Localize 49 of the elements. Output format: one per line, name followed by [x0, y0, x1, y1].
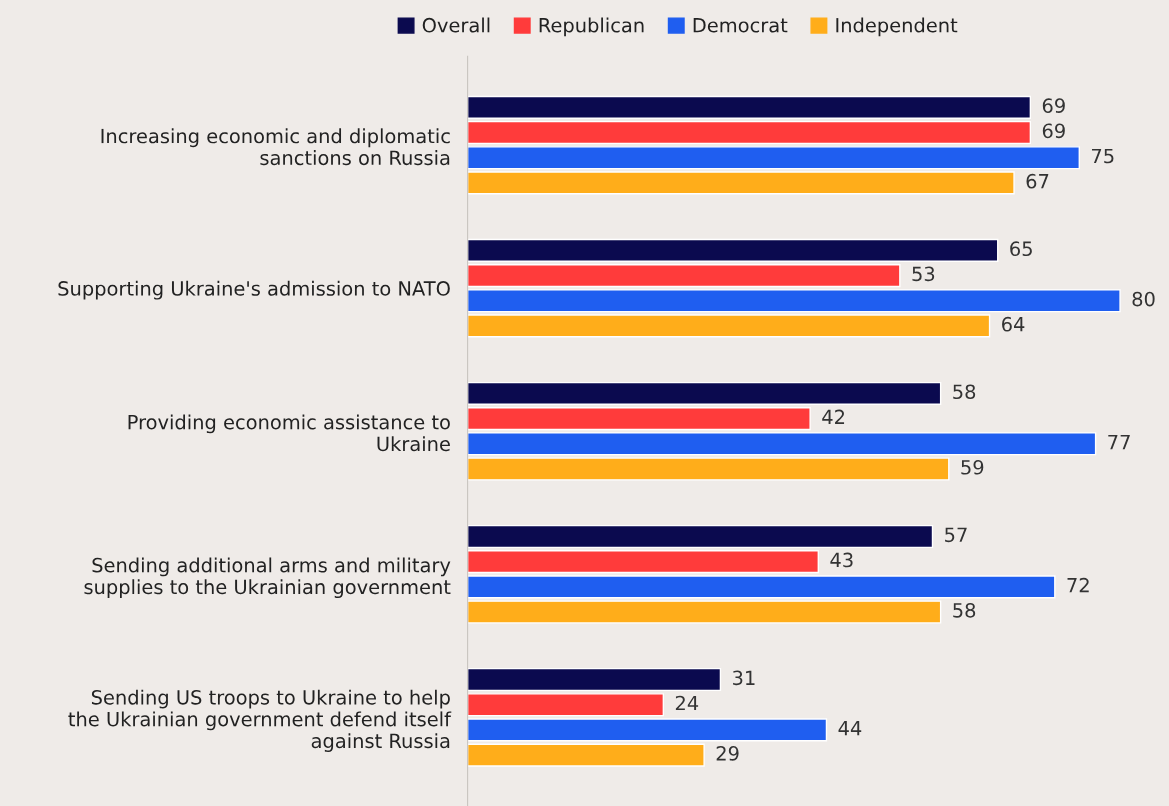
y-tick-label: Supporting Ukraine's admission to NATO: [58, 280, 450, 300]
bar: [467, 432, 1097, 456]
data-label: 69: [1042, 123, 1065, 139]
bar: [467, 550, 819, 574]
bar: [467, 718, 828, 742]
y-tick-label: Sending US troops to Ukraine to help the Ukrainian government defend itself against Russia: [68, 689, 452, 752]
bar: [467, 381, 942, 406]
bar: [467, 95, 1032, 119]
legend-label: Independent: [836, 17, 958, 37]
legend-label: Democrat: [693, 18, 788, 33]
bar: [467, 314, 991, 338]
bar: [467, 171, 1015, 195]
y-tick-label: Sending additional arms and military supplies to the Ukrainian government: [84, 557, 451, 599]
data-label: 53: [912, 266, 935, 282]
bar: [467, 457, 950, 481]
data-label: 29: [716, 746, 739, 761]
bar: [467, 264, 901, 288]
data-label: 80: [1132, 291, 1155, 307]
bar: [467, 407, 811, 431]
data-label: 67: [1026, 173, 1049, 189]
data-label: 58: [953, 384, 976, 400]
data-label: 57: [945, 527, 967, 543]
bar: [467, 667, 722, 692]
data-label: 44: [838, 721, 862, 736]
data-label: 42: [822, 409, 845, 424]
bar: [467, 743, 705, 767]
bar: [467, 575, 1056, 599]
data-label: 69: [1042, 98, 1065, 113]
bar: [467, 600, 942, 624]
y-tick-label: Increasing economic and diplomatic sanctions on Russia: [101, 128, 450, 166]
data-label: 64: [1002, 316, 1025, 332]
data-label: 58: [953, 602, 976, 618]
bar: [467, 238, 999, 262]
data-label: 72: [1067, 577, 1089, 593]
data-label: 65: [1010, 241, 1032, 257]
data-label: 75: [1091, 148, 1114, 164]
legend-label: Republican: [539, 17, 644, 37]
data-label: 43: [830, 552, 853, 568]
bar: [467, 146, 1080, 170]
y-tick-label: Providing economic assistance to Ukraine: [128, 414, 450, 452]
data-label: 24: [675, 695, 699, 711]
bar: [467, 524, 934, 549]
data-label: 77: [1108, 434, 1130, 450]
bar: [467, 289, 1121, 313]
legend-label: Overall: [422, 17, 490, 33]
bar: [467, 120, 1032, 145]
bar: [467, 693, 665, 717]
data-label: 59: [961, 459, 984, 475]
data-label: 31: [733, 670, 755, 686]
